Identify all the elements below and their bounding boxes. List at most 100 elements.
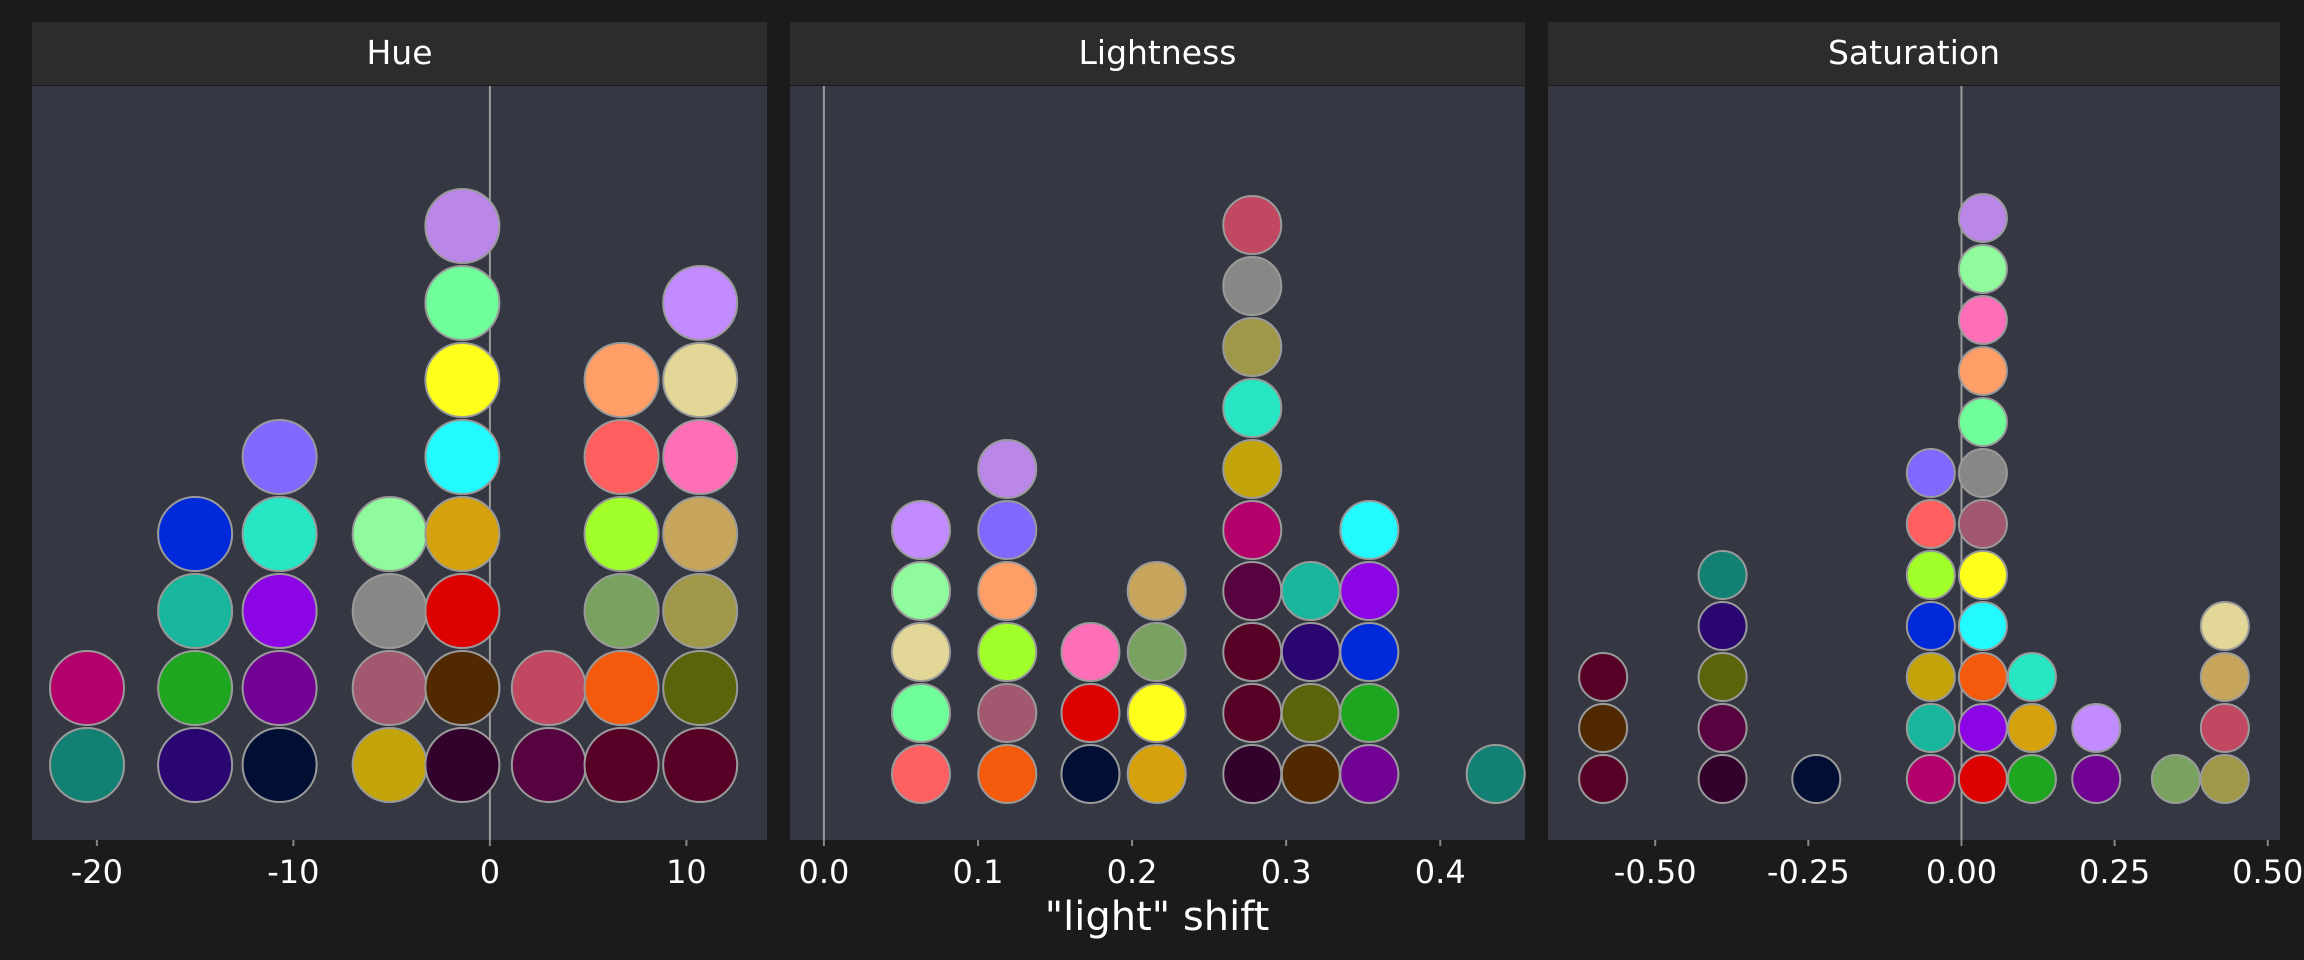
data-point-hue-7-3	[662, 496, 739, 572]
data-point-saturation-8-3	[2199, 601, 2250, 651]
x-axis-label: "light" shift	[1045, 894, 1270, 940]
data-point-hue-3-0	[351, 727, 428, 803]
x-tick-label-hue-0: -20	[71, 853, 123, 891]
x-tick-label-lightness-1: 0.1	[953, 853, 1004, 891]
data-point-lightness-4-9	[1222, 195, 1283, 255]
data-point-lightness-0-3	[890, 561, 951, 621]
data-point-saturation-1-3	[1697, 601, 1748, 651]
data-point-lightness-3-2	[1126, 622, 1187, 682]
data-point-lightness-0-2	[890, 622, 951, 682]
data-point-hue-4-5	[424, 342, 501, 418]
data-point-lightness-4-4	[1222, 500, 1283, 560]
data-point-lightness-5-1	[1280, 683, 1341, 743]
data-point-hue-2-0	[241, 727, 318, 803]
data-point-lightness-1-0	[977, 744, 1038, 804]
data-point-lightness-6-0	[1339, 744, 1400, 804]
data-point-saturation-1-0	[1697, 754, 1748, 804]
data-point-hue-7-1	[662, 650, 739, 726]
data-point-hue-4-4	[424, 419, 501, 495]
data-point-hue-4-0	[424, 727, 501, 803]
x-tick-label-hue-1: -10	[267, 853, 319, 891]
data-point-lightness-3-3	[1126, 561, 1187, 621]
data-point-lightness-6-4	[1339, 500, 1400, 560]
facet-title-lightness: Lightness	[1079, 33, 1237, 72]
data-point-lightness-0-4	[890, 500, 951, 560]
data-point-saturation-4-1	[1957, 703, 2008, 753]
data-point-saturation-4-4	[1957, 550, 2008, 600]
data-point-saturation-0-1	[1578, 703, 1629, 753]
data-point-hue-0-1	[49, 650, 126, 726]
data-point-saturation-8-0	[2199, 754, 2250, 804]
data-point-saturation-8-2	[2199, 652, 2250, 702]
data-point-saturation-5-1	[2006, 703, 2057, 753]
data-point-hue-2-2	[241, 573, 318, 649]
facet-saturation: Saturation -0.50 -0.25 0.00 0.25 0.50	[1548, 22, 2303, 891]
data-point-saturation-5-0	[2006, 754, 2057, 804]
facet-hue: Hue -20 -10 0 10	[32, 22, 767, 891]
data-point-saturation-4-5	[1957, 499, 2008, 549]
facet-lightness: Lightness 0.0 0.1 0.2 0.3 0.4	[790, 22, 1526, 891]
data-point-hue-7-2	[662, 573, 739, 649]
data-point-lightness-4-0	[1222, 744, 1283, 804]
data-point-saturation-4-3	[1957, 601, 2008, 651]
data-point-saturation-1-2	[1697, 652, 1748, 702]
data-point-lightness-1-2	[977, 622, 1038, 682]
data-point-hue-4-6	[424, 265, 501, 341]
data-point-hue-3-2	[351, 573, 428, 649]
data-point-lightness-1-5	[977, 439, 1038, 499]
data-point-lightness-6-3	[1339, 561, 1400, 621]
data-point-hue-3-3	[351, 496, 428, 572]
data-point-saturation-3-4	[1905, 550, 1956, 600]
data-point-lightness-6-2	[1339, 622, 1400, 682]
data-point-hue-6-4	[583, 419, 660, 495]
data-point-hue-2-3	[241, 496, 318, 572]
data-point-lightness-2-2	[1060, 622, 1121, 682]
data-point-lightness-4-5	[1222, 439, 1283, 499]
data-point-saturation-7-0	[2150, 754, 2201, 804]
data-point-saturation-3-3	[1905, 601, 1956, 651]
data-point-hue-0-0	[49, 727, 126, 803]
data-point-saturation-4-7	[1957, 397, 2008, 447]
data-point-saturation-8-1	[2199, 703, 2250, 753]
data-point-lightness-4-8	[1222, 256, 1283, 316]
data-point-saturation-0-2	[1578, 652, 1629, 702]
data-point-lightness-4-1	[1222, 683, 1283, 743]
facet-strip-lightness	[790, 22, 1525, 85]
data-point-saturation-6-0	[2071, 754, 2122, 804]
facet-title-hue: Hue	[366, 33, 432, 72]
x-tick-label-saturation-3: 0.25	[2079, 853, 2150, 891]
data-point-saturation-6-1	[2071, 703, 2122, 753]
x-tick-label-hue-2: 0	[480, 853, 500, 891]
data-point-lightness-1-1	[977, 683, 1038, 743]
data-point-hue-4-1	[424, 650, 501, 726]
data-point-lightness-3-1	[1126, 683, 1187, 743]
data-point-hue-5-1	[510, 650, 587, 726]
data-point-lightness-0-1	[890, 683, 951, 743]
data-point-hue-1-2	[157, 573, 234, 649]
facets-group: Hue -20 -10 0 10 Lightness 0.0 0.1 0.2 0.3 0.4 Satu…	[32, 22, 2303, 891]
data-point-lightness-2-1	[1060, 683, 1121, 743]
data-point-lightness-0-0	[890, 744, 951, 804]
data-point-saturation-4-10	[1957, 244, 2008, 294]
data-point-saturation-3-5	[1905, 499, 1956, 549]
data-point-saturation-4-0	[1957, 754, 2008, 804]
x-tick-label-lightness-3: 0.3	[1261, 853, 1312, 891]
data-point-saturation-2-0	[1791, 754, 1842, 804]
data-point-hue-6-3	[583, 496, 660, 572]
data-point-saturation-3-6	[1905, 448, 1956, 498]
data-point-saturation-3-2	[1905, 652, 1956, 702]
data-point-hue-6-2	[583, 573, 660, 649]
data-point-saturation-1-4	[1697, 550, 1748, 600]
data-point-hue-4-3	[424, 496, 501, 572]
x-tick-label-hue-3: 10	[666, 853, 707, 891]
x-tick-label-saturation-1: -0.25	[1767, 853, 1850, 891]
data-point-hue-1-3	[157, 496, 234, 572]
data-point-lightness-4-6	[1222, 378, 1283, 438]
data-point-lightness-4-2	[1222, 622, 1283, 682]
x-tick-label-saturation-0: -0.50	[1614, 853, 1697, 891]
facet-strip-saturation	[1548, 22, 2280, 85]
x-tick-label-lightness-2: 0.2	[1107, 853, 1158, 891]
data-point-hue-2-1	[241, 650, 318, 726]
data-point-lightness-7-0	[1465, 744, 1526, 804]
data-point-lightness-5-2	[1280, 622, 1341, 682]
